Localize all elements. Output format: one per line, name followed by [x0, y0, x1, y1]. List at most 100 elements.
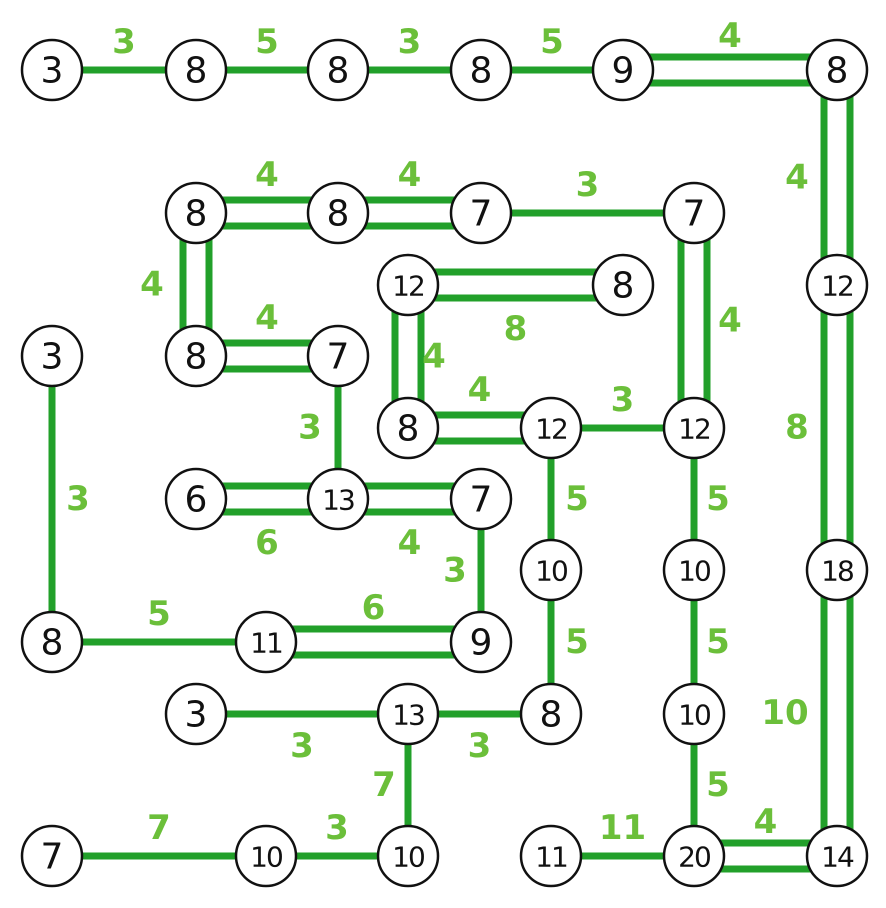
island-value: 7: [470, 480, 493, 521]
island-circle: [805, 824, 869, 888]
island-value: 18: [821, 555, 853, 588]
island-d1[interactable]: 3: [20, 324, 84, 388]
island-circle: [376, 253, 440, 317]
bridge-label-i2-j3: 7: [372, 765, 396, 805]
island-g3[interactable]: 18: [805, 538, 869, 602]
island-i1[interactable]: 3: [164, 682, 228, 746]
island-value: 8: [612, 266, 635, 307]
island-a3[interactable]: 8: [306, 38, 370, 102]
island-b3[interactable]: 7: [449, 181, 513, 245]
island-value: 8: [540, 695, 563, 736]
island-f2[interactable]: 13: [306, 467, 370, 531]
island-g2[interactable]: 10: [662, 538, 726, 602]
island-value: 8: [41, 623, 64, 664]
bridge-label-a4-a5: 5: [540, 22, 564, 62]
island-circle: [164, 181, 228, 245]
island-circle: [449, 181, 513, 245]
island-a6[interactable]: 8: [805, 38, 869, 102]
island-value: 9: [612, 51, 635, 92]
bridge-label-a1-a2: 3: [112, 22, 136, 62]
bridge-label-b3-b4: 3: [576, 165, 600, 205]
island-c3[interactable]: 12: [805, 253, 869, 317]
island-j1[interactable]: 7: [20, 824, 84, 888]
bridge-label-a5-a6: 4: [718, 16, 742, 56]
bridge-label-f2-f3: 4: [398, 523, 422, 563]
island-value: 10: [250, 841, 282, 874]
island-e3[interactable]: 12: [662, 396, 726, 460]
bridge-label-c1-c2: 8: [504, 309, 528, 349]
island-i3[interactable]: 8: [519, 682, 583, 746]
island-h2[interactable]: 11: [234, 610, 298, 674]
island-value: 11: [250, 627, 282, 660]
island-e1[interactable]: 8: [376, 396, 440, 460]
island-circle: [164, 682, 228, 746]
island-value: 13: [322, 484, 354, 517]
island-a1[interactable]: 3: [20, 38, 84, 102]
island-circle: [306, 324, 370, 388]
bridge-label-a2-a3: 5: [255, 22, 279, 62]
island-value: 3: [41, 337, 64, 378]
island-h1[interactable]: 8: [20, 610, 84, 674]
island-value: 12: [392, 270, 424, 303]
island-circle: [662, 682, 726, 746]
island-d2[interactable]: 8: [164, 324, 228, 388]
island-i4[interactable]: 10: [662, 682, 726, 746]
island-c2[interactable]: 8: [591, 253, 655, 317]
bridge-label-i1-i2: 3: [290, 726, 314, 766]
island-value: 14: [821, 841, 854, 874]
island-circle: [376, 824, 440, 888]
island-circle: [449, 610, 513, 674]
island-value: 11: [535, 841, 567, 874]
island-circle: [306, 181, 370, 245]
bridges-layer: [48, 53, 854, 873]
island-value: 8: [185, 51, 208, 92]
island-a4[interactable]: 8: [449, 38, 513, 102]
island-j3[interactable]: 10: [376, 824, 440, 888]
island-b2[interactable]: 8: [306, 181, 370, 245]
island-a5[interactable]: 9: [591, 38, 655, 102]
island-circle: [591, 253, 655, 317]
island-value: 12: [535, 413, 567, 446]
island-a2[interactable]: 8: [164, 38, 228, 102]
island-j2[interactable]: 10: [234, 824, 298, 888]
island-value: 20: [678, 841, 710, 874]
bridge-label-i4-j5: 5: [706, 765, 730, 805]
island-j6[interactable]: 14: [805, 824, 869, 888]
island-c1[interactable]: 12: [376, 253, 440, 317]
island-d3[interactable]: 7: [306, 324, 370, 388]
bridge-label-a6-c3: 4: [785, 158, 809, 198]
bridge-label-i2-i3: 3: [468, 726, 492, 766]
island-circle: [376, 682, 440, 746]
island-j4[interactable]: 11: [519, 824, 583, 888]
island-i2[interactable]: 13: [376, 682, 440, 746]
island-h3[interactable]: 9: [449, 610, 513, 674]
island-value: 13: [392, 699, 424, 732]
island-b4[interactable]: 7: [662, 181, 726, 245]
island-circle: [519, 396, 583, 460]
bridge-label-c1-e1: 4: [422, 337, 446, 377]
island-value: 8: [327, 194, 350, 235]
island-circle: [20, 824, 84, 888]
island-f3[interactable]: 7: [449, 467, 513, 531]
island-f1[interactable]: 6: [164, 467, 228, 531]
island-circle: [805, 253, 869, 317]
island-value: 8: [185, 337, 208, 378]
island-circle: [519, 682, 583, 746]
island-b1[interactable]: 8: [164, 181, 228, 245]
island-value: 10: [535, 555, 567, 588]
island-circle: [449, 38, 513, 102]
island-j5[interactable]: 20: [662, 824, 726, 888]
island-circle: [662, 396, 726, 460]
island-e2[interactable]: 12: [519, 396, 583, 460]
island-circle: [662, 538, 726, 602]
island-circle: [164, 324, 228, 388]
island-value: 10: [392, 841, 424, 874]
island-circle: [805, 538, 869, 602]
island-circle: [591, 38, 655, 102]
island-g1[interactable]: 10: [519, 538, 583, 602]
islands-layer: 3 8 8 8 9 88 8 7 712 8 123 8 78 12 126 13 710 10 188 11 93 13…: [20, 38, 869, 888]
island-value: 9: [470, 623, 493, 664]
island-circle: [805, 38, 869, 102]
